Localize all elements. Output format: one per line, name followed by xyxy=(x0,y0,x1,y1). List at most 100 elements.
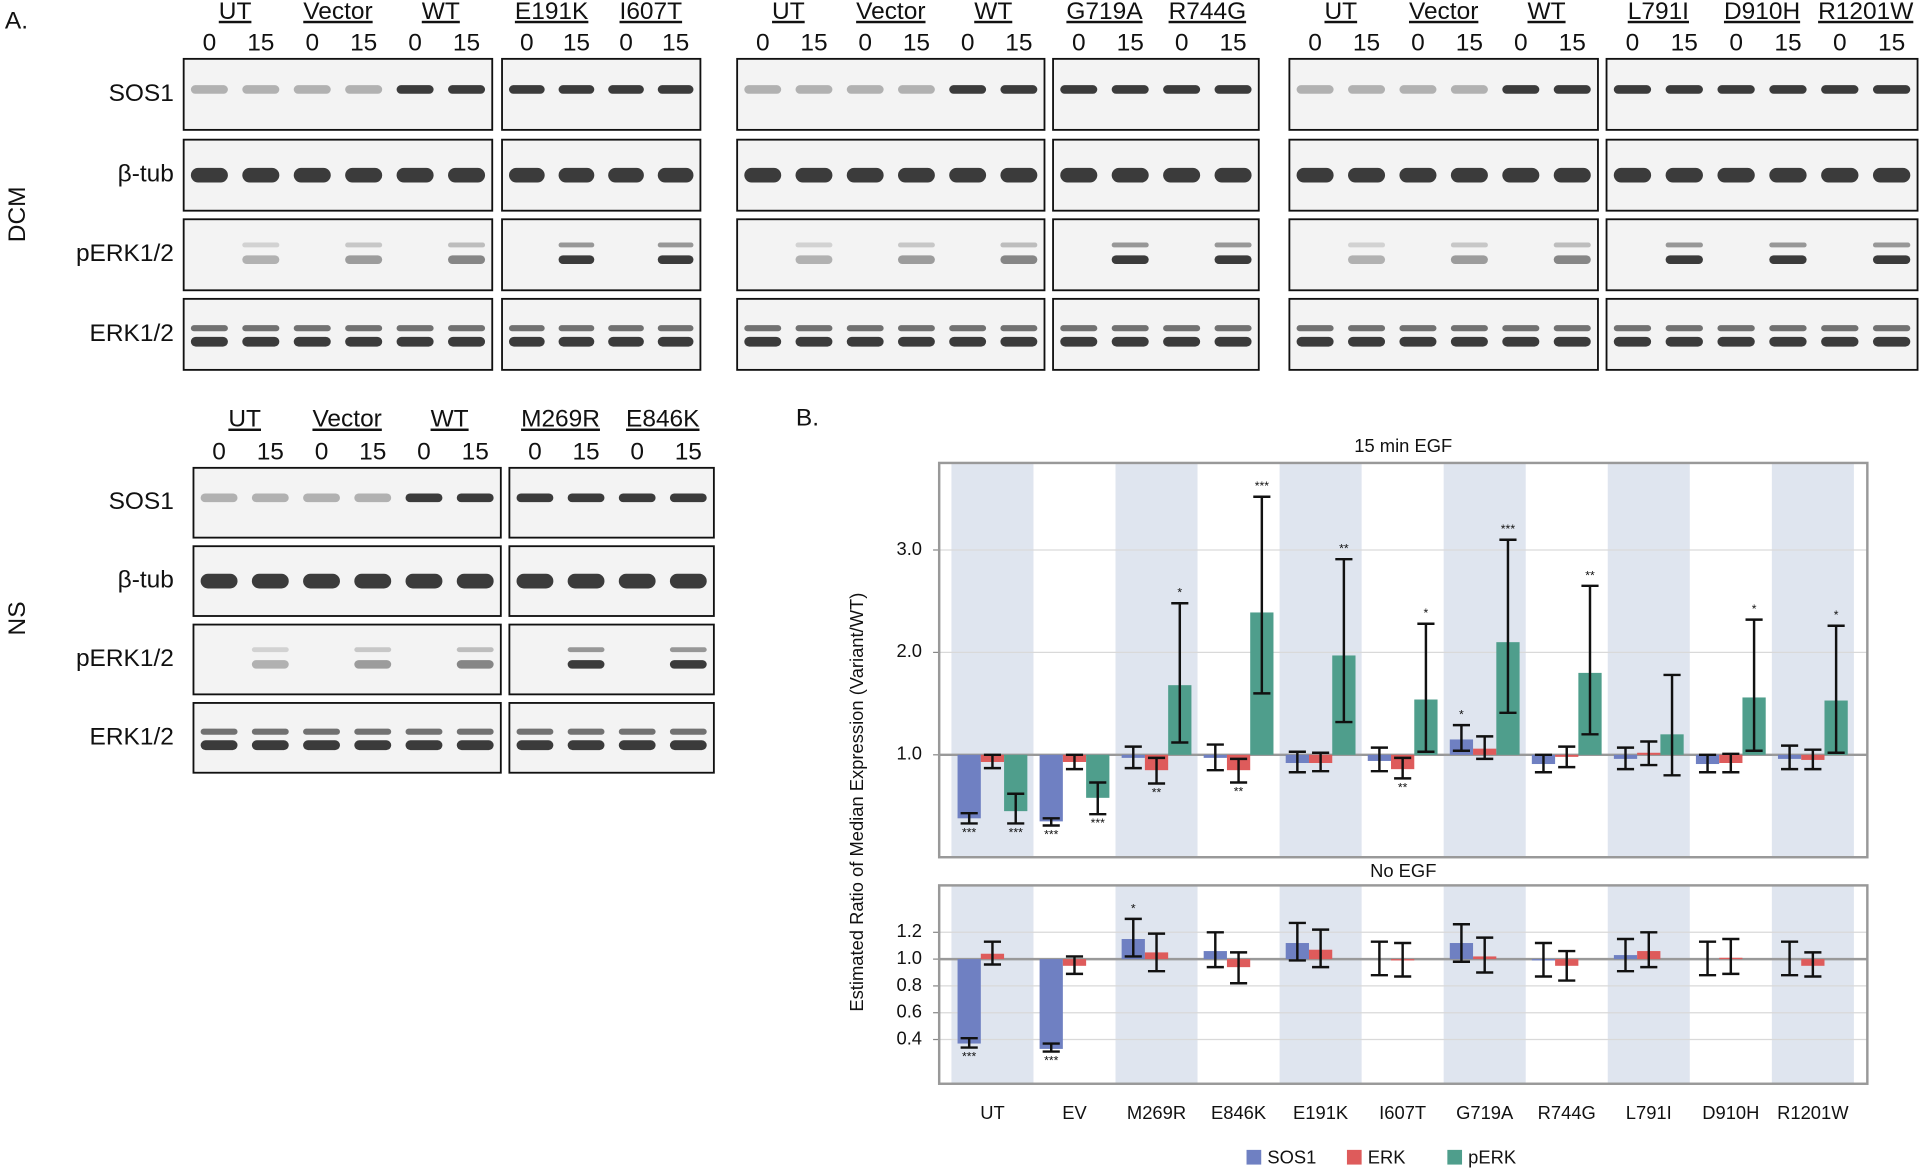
band xyxy=(897,85,935,94)
membrane xyxy=(501,297,702,371)
time-label: 15 xyxy=(1219,30,1246,57)
group-label: I607T xyxy=(620,0,683,25)
band xyxy=(608,85,644,94)
membrane xyxy=(1052,218,1260,292)
band xyxy=(1399,85,1437,94)
band xyxy=(1000,325,1038,332)
group-label: Vector xyxy=(312,406,381,433)
time-label: 0 xyxy=(1729,30,1743,57)
band xyxy=(1000,167,1038,183)
error-bar xyxy=(1781,744,1799,771)
band xyxy=(1665,85,1703,94)
significance-label: *** xyxy=(1044,828,1059,842)
time-label: 15 xyxy=(563,30,590,57)
band xyxy=(744,336,782,347)
error-bar xyxy=(1230,757,1248,784)
band xyxy=(1769,85,1807,94)
y-tick-label: 1.2 xyxy=(897,920,923,941)
band xyxy=(456,660,494,669)
band xyxy=(1214,85,1252,94)
band xyxy=(345,255,383,264)
row-label: pERK1/2 xyxy=(76,645,174,672)
group-label: E846K xyxy=(626,406,700,433)
error-bar xyxy=(1827,624,1845,754)
error-bar xyxy=(1581,584,1599,736)
group-label: G719A xyxy=(1066,0,1143,25)
band xyxy=(1613,336,1652,347)
band xyxy=(744,167,782,183)
band xyxy=(657,255,694,264)
time-label: 15 xyxy=(572,439,599,466)
membrane xyxy=(736,57,1046,131)
band xyxy=(405,728,443,735)
band xyxy=(516,740,554,751)
x-tick-label: UT xyxy=(980,1102,1004,1123)
row-label: pERK1/2 xyxy=(76,240,174,267)
significance-label: *** xyxy=(1009,825,1024,839)
panel-label: A. xyxy=(5,8,28,35)
band xyxy=(1450,336,1488,347)
significance-label: * xyxy=(1834,608,1839,622)
membrane xyxy=(501,218,702,292)
significance-label: ** xyxy=(1339,542,1349,556)
x-tick-label: EV xyxy=(1062,1102,1087,1123)
category-shade xyxy=(1607,462,1690,858)
membrane xyxy=(1052,57,1260,131)
band xyxy=(1553,255,1591,264)
error-bar xyxy=(1804,951,1822,978)
time-label: 0 xyxy=(1411,30,1425,57)
membrane xyxy=(736,138,1046,212)
time-label: 0 xyxy=(315,439,329,466)
band xyxy=(657,85,694,94)
band xyxy=(1296,167,1334,183)
membrane xyxy=(192,702,502,774)
band xyxy=(1214,255,1252,264)
row-label: ERK1/2 xyxy=(90,320,174,347)
band xyxy=(190,85,228,94)
error-bar xyxy=(1698,753,1717,774)
band xyxy=(1613,85,1652,94)
band xyxy=(190,336,228,347)
error-bar xyxy=(983,753,1002,770)
band xyxy=(354,647,392,653)
time-label: 0 xyxy=(212,439,226,466)
band xyxy=(1769,325,1807,332)
band xyxy=(1111,255,1149,264)
group-label: WT xyxy=(431,406,469,433)
bar xyxy=(957,754,981,819)
error-bar xyxy=(960,1036,978,1049)
time-label: 15 xyxy=(462,439,489,466)
band xyxy=(456,647,494,653)
band xyxy=(1769,167,1807,183)
membrane xyxy=(192,466,502,539)
band xyxy=(558,85,595,94)
band xyxy=(190,325,228,332)
band xyxy=(303,728,340,735)
band xyxy=(1450,85,1488,94)
membrane xyxy=(1288,138,1599,212)
group-label: R744G xyxy=(1169,0,1247,25)
band xyxy=(396,167,434,183)
band xyxy=(1821,336,1859,347)
band xyxy=(456,573,494,589)
band xyxy=(508,336,545,347)
time-label: 0 xyxy=(1514,30,1528,57)
band xyxy=(567,647,605,653)
band xyxy=(200,493,238,503)
band xyxy=(396,336,434,347)
band xyxy=(1450,167,1488,183)
band xyxy=(949,167,987,183)
row-label: SOS1 xyxy=(109,488,174,515)
condition-label: NS xyxy=(4,601,31,635)
band xyxy=(1553,325,1591,332)
error-bar xyxy=(1640,931,1658,969)
band xyxy=(1000,336,1038,347)
significance-label: ** xyxy=(1234,784,1244,798)
band xyxy=(448,325,486,332)
membrane xyxy=(1605,297,1919,371)
error-bar xyxy=(1288,921,1306,962)
band xyxy=(1872,325,1911,332)
band xyxy=(1450,255,1488,264)
time-label: 15 xyxy=(247,30,274,57)
category-shade xyxy=(1115,885,1198,1084)
